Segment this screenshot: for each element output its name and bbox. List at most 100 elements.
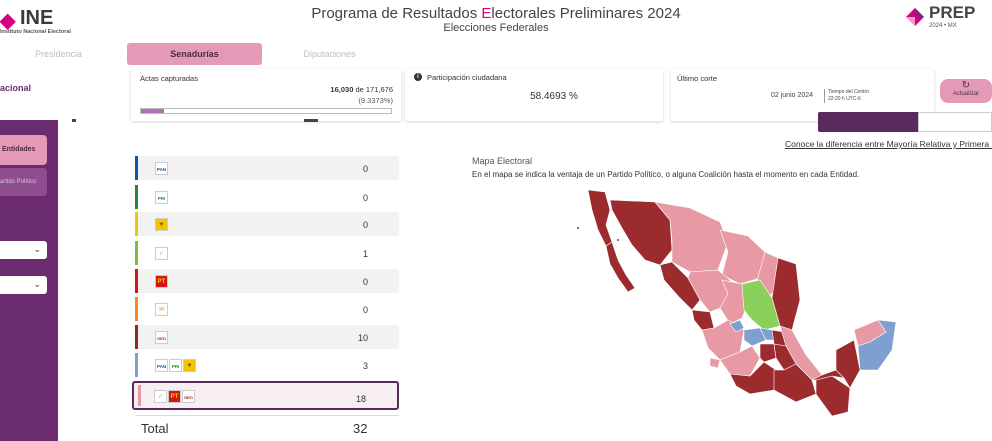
- party-logos: PT: [155, 275, 168, 288]
- party-logos: PRI: [155, 191, 168, 204]
- party-seat-count: 0: [362, 164, 368, 174]
- actas-label: Actas capturadas: [140, 74, 198, 83]
- party-logo-icon: PAN: [155, 162, 168, 175]
- party-logo-icon: ☀: [155, 218, 168, 231]
- party-row[interactable]: PT 0: [135, 269, 399, 293]
- election-tabs: Presidencia Senadurías Diputaciones: [0, 43, 992, 65]
- actas-card: Actas capturadas 16,030 de 171,676 (9.33…: [131, 69, 401, 121]
- party-seat-count: 0: [362, 220, 368, 230]
- ine-diamond-icon: ◆: [0, 10, 15, 32]
- party-seat-count: 3: [362, 361, 368, 371]
- actas-progress-bar: [140, 108, 392, 114]
- prep-year: 2024 • MX: [929, 23, 957, 29]
- chevron-down-icon: ⌄: [33, 279, 41, 289]
- party-color-bar: [135, 212, 138, 236]
- map-state-baja-california: [587, 189, 613, 247]
- mayoria-relativa-toggle[interactable]: [818, 112, 918, 132]
- party-logo-icon: PRI: [155, 191, 168, 204]
- prep-wordmark: PREP: [929, 3, 976, 22]
- map-state-durango: [687, 269, 731, 313]
- map-state-edomex: [759, 343, 777, 363]
- map-state-campeche: [835, 339, 861, 389]
- party-row[interactable]: ☀ 0: [135, 212, 399, 236]
- actas-percent: (9.3373%): [358, 96, 393, 105]
- actas-progress-fill: [141, 109, 165, 113]
- map-state-colima: [709, 357, 721, 369]
- party-logo-icon: ✉: [155, 303, 168, 316]
- party-logos: ☀: [155, 218, 168, 231]
- party-color-bar: [135, 297, 138, 321]
- total-label: Total: [141, 421, 169, 436]
- conoce-diferencia-link[interactable]: Conoce la diferencia entre Mayoría Relat…: [785, 139, 992, 149]
- tab-diputaciones[interactable]: Diputaciones: [303, 49, 356, 59]
- tab-presidencia[interactable]: Presidencia: [34, 49, 83, 59]
- chevron-down-icon: ⌄: [33, 244, 41, 254]
- party-row[interactable]: ✉ 0: [135, 297, 399, 321]
- party-row[interactable]: ✓ 1: [135, 241, 399, 265]
- ine-subtitle: Instituto Nacional Electoral: [0, 29, 71, 35]
- party-logos: ✓: [155, 247, 168, 260]
- tab-senadurias[interactable]: Senadurías: [127, 43, 262, 65]
- refresh-icon: ↻: [961, 80, 971, 91]
- primera-minoria-toggle[interactable]: [918, 112, 992, 132]
- page-title: Programa de Resultados Electorales Preli…: [311, 5, 681, 22]
- party-logo-icon: PAN: [155, 359, 168, 372]
- party-row[interactable]: PAN 0: [135, 156, 399, 180]
- party-color-bar: [135, 269, 138, 293]
- page-subtitle: Elecciones Federales: [443, 22, 549, 34]
- party-logos: ✉: [155, 303, 168, 316]
- cut-off-heading: [72, 119, 318, 123]
- map-state-coahuila: [719, 229, 766, 285]
- party-row[interactable]: PRI 0: [135, 185, 399, 209]
- map-state-quintana-roo: [857, 319, 897, 371]
- total-value: 32: [353, 421, 368, 436]
- refresh-label: Actualizar: [952, 91, 980, 97]
- participacion-label: Participación ciudadana: [427, 73, 507, 82]
- party-color-bar: [138, 385, 141, 406]
- party-row[interactable]: ✓ PT mrn 18: [132, 381, 399, 410]
- party-logo-icon: ✓: [154, 390, 167, 403]
- sidebar-select-1[interactable]: ⌄: [0, 241, 47, 259]
- mexico-electoral-map[interactable]: [560, 180, 900, 420]
- party-logo-icon: PT: [155, 275, 168, 288]
- sidebar-button-partido[interactable]: artido Político: [0, 168, 47, 196]
- prep-diamond-icon: [906, 8, 924, 26]
- map-state-san-luis-potosi: [741, 279, 781, 331]
- map-state-guanajuato: [743, 327, 767, 347]
- party-logos: PAN PRI ☀: [155, 359, 196, 372]
- party-seat-count: 1: [362, 249, 368, 259]
- info-icon[interactable]: i: [414, 73, 422, 81]
- sidebar-select-2[interactable]: ⌄: [0, 276, 47, 294]
- party-logo-icon: mrn: [155, 331, 168, 344]
- total-divider: [135, 415, 399, 416]
- party-color-bar: [135, 185, 138, 209]
- party-row[interactable]: mrn 10: [135, 325, 399, 349]
- sidebar-title: acional: [0, 83, 32, 93]
- corte-label: Último corte: [677, 74, 718, 83]
- party-seat-count: 10: [357, 333, 368, 343]
- sidebar: acional Entidades artido Político ⌄ ⌄: [0, 66, 58, 441]
- refresh-button[interactable]: ↻ Actualizar: [940, 79, 992, 103]
- party-logo-icon: PT: [168, 390, 181, 403]
- party-row[interactable]: PAN PRI ☀ 3: [135, 353, 399, 377]
- corte-timezone: Tiempo del Centro 22:20 h UTC-6: [824, 89, 879, 103]
- sidebar-button-entidades[interactable]: Entidades: [0, 135, 47, 165]
- party-color-bar: [135, 325, 138, 349]
- map-title: Mapa Electoral: [472, 156, 533, 166]
- map-state-aguascalientes: [729, 319, 745, 333]
- participacion-card: i Participación ciudadana 58.4693 %: [405, 69, 663, 121]
- map-description: En el mapa se indica la ventaja de un Pa…: [472, 170, 860, 179]
- party-seat-count: 18: [355, 394, 366, 404]
- actas-count: 16,030 de 171,676: [330, 85, 393, 94]
- party-logo-icon: ✓: [155, 247, 168, 260]
- map-state-chiapas: [815, 375, 851, 417]
- party-color-bar: [135, 353, 138, 377]
- party-seat-count: 0: [362, 193, 368, 203]
- map-state-sinaloa: [659, 261, 701, 311]
- party-logos: PAN: [155, 162, 168, 175]
- ine-wordmark: INE: [20, 7, 54, 29]
- ine-logo[interactable]: ◆ INE Instituto Nacional Electoral: [0, 4, 80, 35]
- prep-logo[interactable]: PREP 2024 • MX: [902, 2, 992, 34]
- party-logo-icon: ☀: [183, 359, 196, 372]
